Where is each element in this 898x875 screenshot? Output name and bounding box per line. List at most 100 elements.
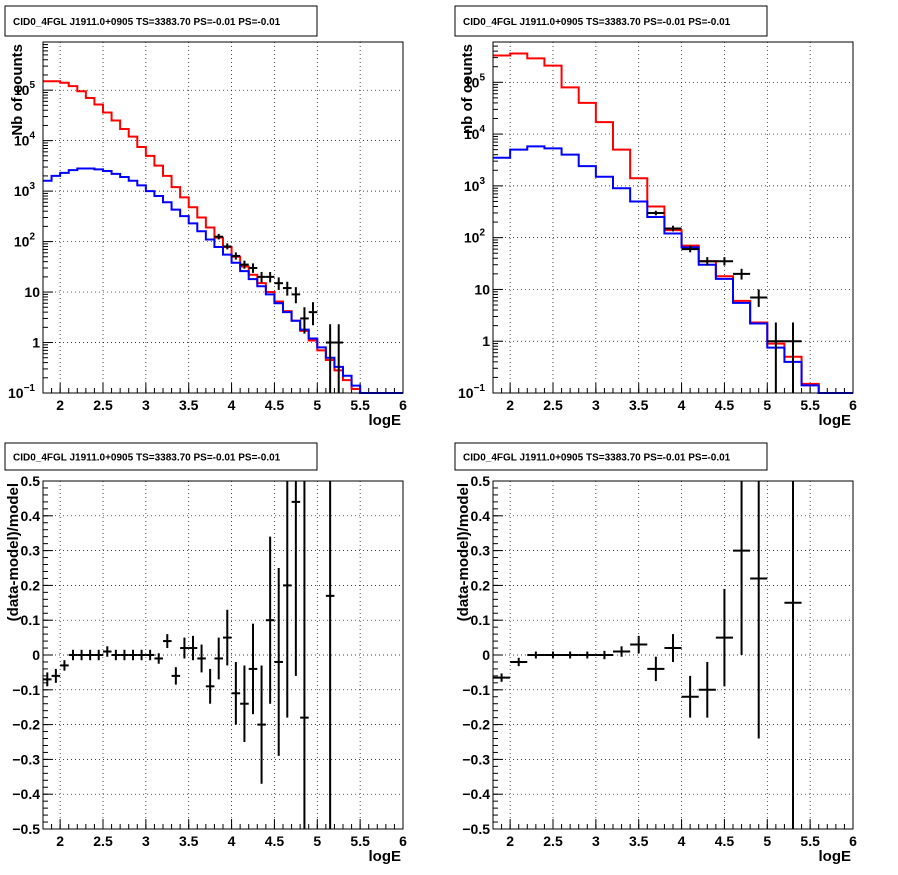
x-tick-label: 3.5 [629,397,649,413]
x-tick-label: 5 [313,833,321,849]
title-box [454,5,768,37]
plot-title: CID0_4FGL J1911.0+0905 TS=3383.70 PS=-0.… [463,17,731,28]
x-tick-label: 2 [506,833,514,849]
x-tick-label: 2.5 [543,833,563,849]
plot-pad-3: 2 2.5 3 3.5 4 4.5 5 5.5 6 −0.5 −0.4 −0.3 −0.2 −0.1 0 0.… [4,442,407,865]
x-tick-label: 6 [849,833,857,849]
y-tick-label: 10−1 [8,383,35,401]
x-tick-label: 4.5 [715,833,735,849]
y-tick-label: 0.1 [21,612,41,628]
y-tick-label: −0.2 [462,717,490,733]
y-tick-label: −0.3 [12,751,40,767]
x-tick-label: 6 [399,397,407,413]
plot-pad-1: 2 2.5 3 3.5 4 4.5 5 5.5 6 10−1 1 10 102 103 104 105 CID0… [4,5,407,429]
plot-pad-4: 2 2.5 3 3.5 4 4.5 5 5.5 6 −0.5 −0.4 −0.3 −0.2 −0.1 0 0.… [454,442,857,865]
histogram-series-2 [43,167,403,394]
x-tick-label: 4.5 [715,397,735,413]
y-tick-label: −0.3 [462,751,490,767]
x-tick-label: 2.5 [543,397,563,413]
x-tick-label: 4.5 [265,397,285,413]
y-tick-label: 10−1 [458,383,485,401]
y-tick-label: 104 [14,131,36,149]
title-box [4,442,318,471]
y-tick-label: 0.3 [21,543,41,559]
y-tick-label: 1 [482,333,490,349]
y-tick-label: 102 [464,228,486,246]
y-tick-label: 1 [32,335,40,351]
histogram-series-2 [493,145,853,394]
y-axis-label: (data-model)/model [455,483,472,621]
plot-frame [492,480,854,830]
plot-area [43,42,403,393]
y-axis-label: (data-model)/model [5,483,22,621]
y-axis-label: Nb of counts [9,44,26,136]
x-tick-label: 6 [399,833,407,849]
y-tick-label: −0.5 [462,821,490,837]
y-tick-label: 103 [14,181,36,199]
x-tick-label: 4.5 [265,833,285,849]
y-tick-label: 105 [14,80,36,98]
x-tick-label: 2 [506,397,514,413]
x-tick-label: 4 [228,833,236,849]
y-tick-label: 0.5 [471,473,491,489]
plot-frame [492,41,854,394]
y-tick-label: 0.4 [471,508,491,524]
y-tick-label: 0.4 [21,508,41,524]
x-axis-label: logE [369,848,402,865]
y-tick-label: 10 [24,284,40,300]
y-tick-label: 0.2 [471,577,491,593]
y-tick-label: 10 [474,281,490,297]
y-tick-label: −0.5 [12,821,40,837]
x-tick-label: 3.5 [629,833,649,849]
plot-title: CID0_4FGL J1911.0+0905 TS=3383.70 PS=-0.… [13,453,281,464]
plot-title: CID0_4FGL J1911.0+0905 TS=3383.70 PS=-0.… [13,17,281,28]
y-tick-label: 105 [464,72,486,90]
y-tick-label: 0.1 [471,612,491,628]
x-tick-label: 5 [763,397,771,413]
x-tick-label: 3 [592,833,600,849]
x-tick-label: 3.5 [179,397,199,413]
x-tick-label: 5.5 [350,397,370,413]
x-axis-label: logE [819,412,852,429]
x-tick-label: 4 [228,397,236,413]
y-tick-label: 0.2 [21,577,41,593]
x-tick-label: 3.5 [179,833,199,849]
y-tick-label: −0.1 [462,682,490,698]
plot-frame [42,480,404,830]
x-tick-label: 2 [56,833,64,849]
x-tick-label: 2 [56,397,64,413]
plot-pad-2: 2 2.5 3 3.5 4 4.5 5 5.5 6 10−1 1 10 102 103 104 105 CID0… [454,5,857,429]
x-tick-label: 5 [763,833,771,849]
title-box [4,5,318,37]
y-tick-label: 102 [14,232,36,250]
x-tick-label: 5.5 [350,833,370,849]
x-tick-label: 5 [313,397,321,413]
y-tick-label: −0.1 [12,682,40,698]
y-tick-label: 103 [464,176,486,194]
x-tick-label: 4 [678,397,686,413]
y-tick-label: 0 [482,647,490,663]
x-tick-label: 4 [678,833,686,849]
x-axis-label: logE [369,412,402,429]
x-tick-label: 3 [142,833,150,849]
y-tick-label: 104 [464,124,486,142]
x-tick-label: 3 [142,397,150,413]
y-tick-label: 0.3 [471,543,491,559]
y-tick-label: −0.4 [462,786,490,802]
x-tick-label: 5.5 [800,833,820,849]
x-tick-label: 5.5 [800,397,820,413]
x-tick-label: 3 [592,397,600,413]
plot-title: CID0_4FGL J1911.0+0905 TS=3383.70 PS=-0.… [463,453,731,464]
y-tick-label: −0.2 [12,717,40,733]
plot-frame [42,41,404,394]
x-tick-label: 2.5 [93,833,113,849]
y-tick-label: 0 [32,647,40,663]
title-box [454,442,768,471]
y-axis-label: nb of counts [459,44,476,134]
x-tick-label: 2.5 [93,397,113,413]
x-axis-label: logE [819,848,852,865]
y-tick-label: 0.5 [21,473,41,489]
x-tick-label: 6 [849,397,857,413]
y-tick-label: −0.4 [12,786,40,802]
